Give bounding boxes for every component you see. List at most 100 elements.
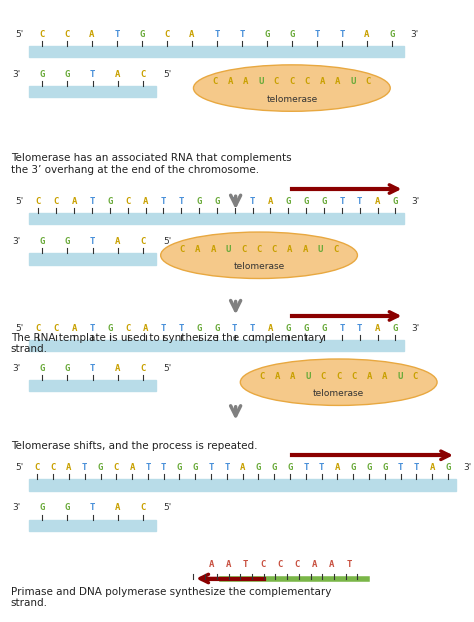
Text: telomerase: telomerase xyxy=(266,95,318,104)
Text: C: C xyxy=(260,560,265,569)
Text: G: G xyxy=(192,463,198,472)
Text: U: U xyxy=(305,371,311,381)
Text: C: C xyxy=(164,30,170,39)
Text: G: G xyxy=(107,324,112,333)
Text: The RNA template is used to synthesize the complementary
strand.: The RNA template is used to synthesize t… xyxy=(11,333,325,355)
Text: G: G xyxy=(303,197,309,206)
Text: G: G xyxy=(272,463,277,472)
FancyBboxPatch shape xyxy=(29,46,404,57)
FancyBboxPatch shape xyxy=(29,86,156,98)
Text: T: T xyxy=(346,560,352,569)
Text: G: G xyxy=(392,324,398,333)
FancyBboxPatch shape xyxy=(29,253,156,264)
FancyBboxPatch shape xyxy=(29,213,404,225)
Text: T: T xyxy=(398,463,403,472)
Text: Primase and DNA polymerase synthesize the complementary
strand.: Primase and DNA polymerase synthesize th… xyxy=(11,587,331,608)
Text: C: C xyxy=(114,463,119,472)
Text: G: G xyxy=(65,237,70,246)
Text: T: T xyxy=(339,324,345,333)
Text: 3': 3' xyxy=(12,70,20,79)
Text: A: A xyxy=(375,197,380,206)
Text: C: C xyxy=(141,364,146,373)
Text: T: T xyxy=(179,324,184,333)
Text: T: T xyxy=(214,30,219,39)
Text: G: G xyxy=(445,463,451,472)
Text: G: G xyxy=(287,463,293,472)
Text: G: G xyxy=(98,463,103,472)
Text: A: A xyxy=(209,560,214,569)
Text: U: U xyxy=(226,244,231,254)
Text: A: A xyxy=(274,371,280,381)
Text: 3': 3' xyxy=(12,503,20,513)
Text: C: C xyxy=(274,77,279,86)
Text: A: A xyxy=(290,371,295,381)
Ellipse shape xyxy=(240,359,437,406)
Text: T: T xyxy=(82,463,87,472)
Text: G: G xyxy=(107,197,112,206)
Text: T: T xyxy=(232,197,237,206)
Text: T: T xyxy=(239,30,245,39)
Text: G: G xyxy=(289,30,294,39)
Text: 3': 3' xyxy=(12,237,20,246)
Text: U: U xyxy=(258,77,264,86)
Text: A: A xyxy=(243,77,248,86)
Text: G: G xyxy=(196,324,202,333)
Text: A: A xyxy=(210,244,216,254)
Text: 3': 3' xyxy=(463,463,471,472)
Text: Telomerase shifts, and the process is repeated.: Telomerase shifts, and the process is re… xyxy=(11,441,257,451)
Text: G: G xyxy=(177,463,182,472)
Text: A: A xyxy=(72,197,77,206)
Text: G: G xyxy=(214,324,219,333)
Text: T: T xyxy=(314,30,319,39)
Text: G: G xyxy=(39,503,45,513)
Text: U: U xyxy=(318,244,323,254)
Text: C: C xyxy=(241,244,246,254)
Text: T: T xyxy=(209,463,214,472)
Text: A: A xyxy=(143,324,148,333)
Text: C: C xyxy=(259,371,264,381)
Text: C: C xyxy=(272,244,277,254)
Text: G: G xyxy=(256,463,261,472)
Text: C: C xyxy=(51,463,56,472)
Text: 3': 3' xyxy=(410,30,418,39)
Text: A: A xyxy=(115,364,121,373)
Ellipse shape xyxy=(161,232,357,279)
Text: A: A xyxy=(240,463,246,472)
Text: A: A xyxy=(329,560,334,569)
Text: G: G xyxy=(286,324,291,333)
Text: A: A xyxy=(302,244,308,254)
Text: T: T xyxy=(90,364,95,373)
Text: A: A xyxy=(228,77,233,86)
Text: 5': 5' xyxy=(16,463,24,472)
Text: A: A xyxy=(72,324,77,333)
FancyBboxPatch shape xyxy=(29,519,156,531)
Text: A: A xyxy=(335,77,340,86)
Text: C: C xyxy=(336,371,341,381)
Text: G: G xyxy=(65,364,70,373)
Text: C: C xyxy=(35,463,40,472)
Text: U: U xyxy=(350,77,356,86)
Text: A: A xyxy=(320,77,325,86)
Text: C: C xyxy=(180,244,185,254)
Text: G: G xyxy=(39,364,45,373)
Text: 5': 5' xyxy=(16,30,24,39)
Text: G: G xyxy=(286,197,291,206)
Text: C: C xyxy=(125,197,130,206)
Text: G: G xyxy=(366,463,372,472)
Text: T: T xyxy=(90,237,95,246)
Text: C: C xyxy=(54,197,59,206)
Text: C: C xyxy=(304,77,310,86)
Text: 5': 5' xyxy=(163,70,171,79)
Text: 5': 5' xyxy=(163,364,171,373)
Text: T: T xyxy=(89,324,95,333)
Text: A: A xyxy=(115,503,121,513)
Text: 3': 3' xyxy=(411,324,419,333)
Text: G: G xyxy=(389,30,394,39)
Text: T: T xyxy=(339,197,345,206)
Text: C: C xyxy=(256,244,262,254)
Text: C: C xyxy=(36,197,41,206)
Text: C: C xyxy=(295,560,300,569)
Text: C: C xyxy=(277,560,283,569)
Text: T: T xyxy=(161,324,166,333)
Text: A: A xyxy=(129,463,135,472)
